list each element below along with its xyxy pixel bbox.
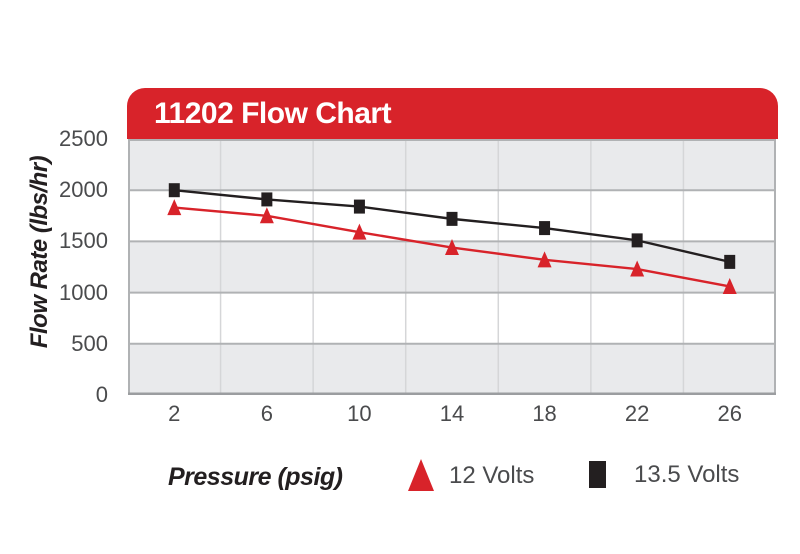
chart-title-banner: 11202 Flow Chart bbox=[127, 88, 778, 139]
legend-label-13-5-volts: 13.5 Volts bbox=[634, 461, 740, 488]
y-tick-label: 2000 bbox=[59, 177, 108, 203]
x-tick-label: 10 bbox=[347, 401, 372, 426]
y-tick-label: 1000 bbox=[59, 279, 108, 305]
y-tick-label: 2500 bbox=[59, 126, 108, 151]
y-tick-label: 0 bbox=[95, 382, 108, 407]
legend-item-12-volts: 12 Volts bbox=[408, 459, 534, 491]
x-tick-label: 22 bbox=[624, 401, 650, 426]
x-tick-label: 14 bbox=[439, 401, 465, 426]
x-tick-label: 2 bbox=[168, 401, 181, 426]
legend-item-13-5-volts: 13.5 Volts bbox=[589, 461, 739, 488]
chart-canvas bbox=[128, 139, 776, 395]
square-marker-icon bbox=[589, 461, 606, 488]
chart-title: 11202 Flow Chart bbox=[154, 97, 392, 130]
triangle-marker-icon bbox=[408, 459, 434, 491]
y-tick-label: 1500 bbox=[59, 228, 108, 254]
x-tick-label: 6 bbox=[260, 401, 273, 426]
x-tick-label: 18 bbox=[532, 401, 557, 426]
legend-label-12-volts: 12 Volts bbox=[449, 461, 535, 489]
plot-area bbox=[128, 139, 776, 395]
y-tick-label: 500 bbox=[71, 330, 108, 356]
x-axis-title: Pressure (psig) bbox=[168, 463, 343, 491]
x-tick-label: 26 bbox=[717, 401, 742, 426]
